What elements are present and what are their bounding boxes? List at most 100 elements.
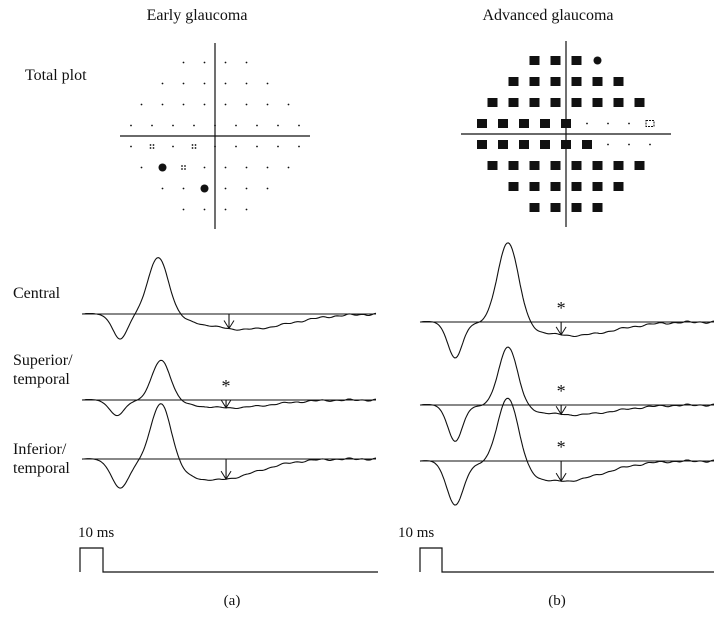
vf-point-square (529, 203, 540, 212)
svg-text:Superior/: Superior/ (13, 352, 73, 369)
vf-point-square (592, 77, 603, 86)
vf-point (161, 187, 164, 190)
vf-point (203, 82, 206, 85)
vf-point-square (592, 98, 603, 107)
vf-point (256, 124, 258, 127)
vf-point (277, 145, 279, 148)
vf-point-cluster (184, 168, 186, 170)
vf-point-square (582, 140, 592, 149)
vf-point-cluster (181, 165, 183, 167)
trace-label-central: Central (13, 285, 61, 302)
vf-point-cluster (184, 165, 186, 167)
vf-point (203, 208, 206, 211)
vf-point-cluster (194, 144, 197, 146)
vf-point-square (487, 161, 498, 170)
vf-point (182, 208, 185, 211)
trace-b-2-asterisk: * (557, 437, 566, 457)
vf-point (298, 124, 300, 127)
vf-point-square (634, 98, 645, 107)
vf-point (607, 143, 609, 146)
vf-point-square (508, 98, 519, 107)
vf-point (193, 124, 195, 127)
vf-point (628, 143, 630, 146)
vf-point (245, 61, 248, 64)
vf-point-square (498, 119, 508, 128)
trace-b-2-arrowhead (555, 472, 567, 483)
vf-point-square (550, 182, 561, 191)
heading-early-glaucoma: Early glaucoma (147, 7, 248, 24)
vf-point (266, 103, 269, 106)
vf-point-square (571, 56, 582, 65)
vf-point (130, 145, 132, 148)
stimulus-pulse-b (419, 547, 714, 573)
vf-point (203, 61, 206, 64)
vf-point-cluster (152, 144, 155, 146)
vf-point (224, 61, 227, 64)
vf-point (224, 187, 227, 190)
vf-point (287, 166, 290, 169)
svg-text:temporal: temporal (13, 371, 70, 388)
vf-point-hatched (645, 120, 655, 127)
vf-point-square (550, 203, 561, 212)
vf-point (172, 124, 174, 127)
vf-point-cluster (149, 147, 152, 149)
vf-point (298, 145, 300, 148)
heading-advanced-glaucoma: Advanced glaucoma (482, 7, 613, 24)
trace-a-2-arrowhead (220, 470, 232, 481)
vf-point-square (550, 98, 561, 107)
vf-point-square (529, 182, 540, 191)
trace-label-superior-temporal: Superior/ temporal (13, 352, 73, 388)
vf-point (649, 143, 651, 146)
vf-point (161, 82, 164, 85)
vf-point (266, 82, 269, 85)
vf-point-cluster (149, 144, 152, 146)
vf-point (224, 166, 227, 169)
vf-point (245, 103, 248, 106)
trace-a-1-waveform (81, 359, 377, 417)
vf-point-square (477, 119, 487, 128)
vf-point-square (540, 119, 550, 128)
vf-point (203, 103, 206, 106)
vf-point-square (519, 140, 529, 149)
vf-point (235, 145, 237, 148)
vf-point-square (613, 161, 624, 170)
vf-point (140, 166, 143, 169)
vf-point-square (571, 182, 582, 191)
vf-point-square (561, 140, 571, 149)
trace-a-2-waveform (81, 403, 377, 489)
vf-point-square (571, 77, 582, 86)
vf-point (245, 187, 248, 190)
vf-point-square (571, 161, 582, 170)
waveform-traces: * * * * (81, 242, 714, 506)
vf-point (245, 208, 248, 211)
trace-label-inferior-temporal: Inferior/ temporal (13, 441, 70, 477)
vf-point-defect (158, 163, 167, 172)
pulse-shape (79, 547, 378, 573)
vf-point (130, 124, 132, 127)
vf-point-square (561, 119, 571, 128)
vf-point (224, 208, 227, 211)
vf-point (161, 103, 164, 106)
vf-point (172, 145, 174, 148)
vf-point-cluster (194, 147, 197, 149)
vf-point-square (550, 77, 561, 86)
vf-point (182, 103, 185, 106)
trace-b-1-waveform (419, 346, 714, 442)
pulse-label-a: 10 ms (78, 525, 114, 541)
vf-point-square (550, 56, 561, 65)
vf-point-square (634, 161, 645, 170)
vf-point-square (498, 140, 508, 149)
vf-point-defect (593, 56, 602, 65)
vf-point-square (613, 77, 624, 86)
vf-point (607, 122, 609, 125)
vf-point (266, 166, 269, 169)
vf-point-square (592, 203, 603, 212)
vf-point-square (529, 56, 540, 65)
vf-point-square (508, 182, 519, 191)
vf-point (256, 145, 258, 148)
vf-point-square (508, 161, 519, 170)
trace-b-1-asterisk: * (557, 381, 566, 401)
pulse-label-b: 10 ms (398, 525, 434, 541)
svg-text:Inferior/: Inferior/ (13, 441, 67, 458)
